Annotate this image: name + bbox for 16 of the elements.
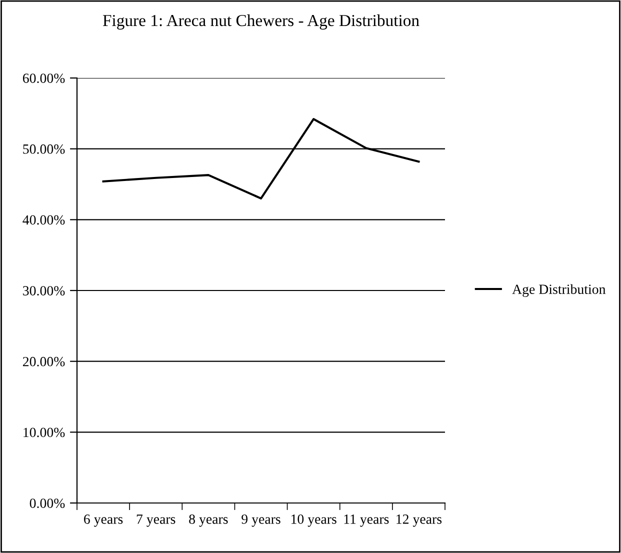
x-tick-label: 12 years: [396, 514, 442, 527]
y-tick-label: 40.00%: [22, 215, 65, 225]
legend-label: Age Distribution: [512, 284, 606, 297]
x-tick-label: 9 years: [242, 514, 280, 527]
x-tick-label: 11 years: [344, 514, 389, 527]
y-tick-label: 50.00%: [23, 144, 65, 154]
y-tick-label: 20.00%: [22, 356, 65, 366]
y-tick-label: 30.00%: [23, 286, 65, 296]
x-tick-label: 10 years: [291, 514, 336, 527]
x-tick-label: 6 years: [84, 514, 123, 527]
y-tick-label: 60.00%: [22, 74, 65, 84]
y-tick-label: 10.00%: [24, 428, 65, 438]
y-tick-label: 0.00%: [30, 498, 65, 508]
x-tick-label: 7 years: [136, 514, 176, 527]
chart-title: Figure 1: Areca nut Chewers - Age Distribution: [102, 14, 420, 30]
x-tick-label: 8 years: [189, 514, 228, 527]
